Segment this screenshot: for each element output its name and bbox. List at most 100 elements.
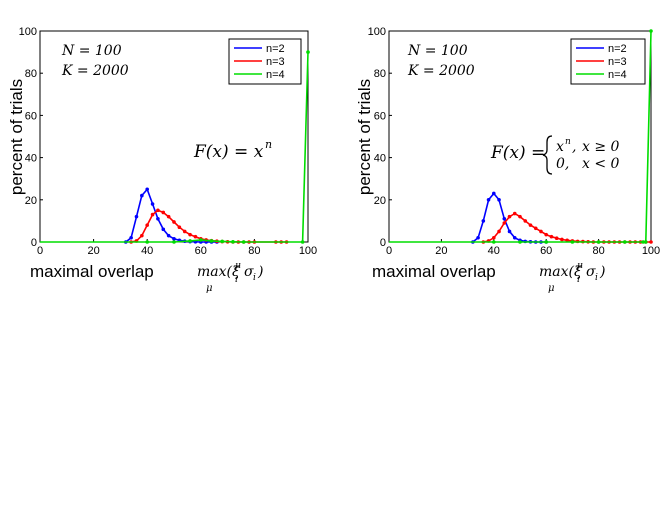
formula-exponent: n — [265, 138, 272, 151]
param-n: N = 100 — [61, 43, 122, 59]
data-point — [492, 240, 496, 244]
ticks: 0 20 40 60 80 100 0 20 40 60 80 100 — [19, 26, 318, 257]
data-point — [241, 240, 246, 244]
data-point — [166, 214, 171, 219]
data-point — [528, 223, 533, 227]
data-point — [518, 240, 522, 244]
data-point — [140, 193, 144, 198]
data-point — [523, 219, 528, 223]
x-tick-label: 80 — [248, 245, 260, 257]
data-point — [220, 239, 225, 244]
data-point — [497, 198, 501, 202]
data-point — [145, 240, 149, 244]
data-point — [476, 235, 480, 240]
y-axis-label: percent of trials — [7, 79, 26, 195]
data-point — [231, 239, 235, 244]
svg-text:σ: σ — [586, 264, 596, 280]
svg-text:x < 0: x < 0 — [582, 156, 620, 172]
data-point — [649, 29, 653, 33]
x-axis-label: maximal overlap — [372, 262, 496, 281]
data-point — [623, 240, 627, 244]
data-point — [188, 232, 192, 237]
legend: n=2n=3n=4 — [228, 38, 302, 85]
data-point — [649, 240, 653, 244]
series-group — [40, 50, 310, 244]
data-point — [209, 239, 214, 243]
y-tick-label: 80 — [374, 68, 386, 80]
data-point — [481, 219, 486, 223]
y-tick-label: 0 — [31, 237, 37, 249]
svg-text:x: x — [556, 139, 564, 155]
y-tick-label: 80 — [25, 68, 37, 80]
data-point — [544, 240, 548, 244]
data-point — [150, 202, 155, 206]
x-axis-math: max(ξ i μ σ i ) μ — [197, 261, 263, 294]
data-point — [502, 216, 507, 221]
svg-text:μ: μ — [577, 261, 583, 271]
data-point — [492, 235, 496, 240]
x-tick-label: 60 — [540, 245, 552, 257]
x-tick-label: 0 — [37, 245, 43, 257]
data-point — [643, 240, 648, 244]
data-point — [512, 211, 517, 216]
y-tick-label: 20 — [374, 195, 386, 207]
data-point — [596, 240, 601, 244]
x-tick-label: 20 — [435, 245, 447, 257]
svg-text:): ) — [257, 264, 263, 280]
svg-text:0,: 0, — [556, 156, 569, 172]
svg-text:F(x) =: F(x) = — [490, 143, 545, 163]
x-tick-label: 40 — [488, 245, 500, 257]
svg-text:,: , — [572, 139, 576, 155]
legend-label: n=2 — [266, 43, 285, 55]
param-k: K = 2000 — [61, 63, 129, 79]
x-tick-label: 100 — [642, 245, 660, 257]
data-point — [129, 235, 133, 240]
data-point — [172, 220, 176, 224]
data-point — [161, 210, 166, 215]
svg-text:i: i — [577, 275, 580, 285]
data-point — [156, 216, 160, 221]
series-group — [389, 29, 653, 244]
data-point — [134, 214, 139, 219]
data-point — [641, 240, 645, 244]
data-point — [507, 229, 512, 234]
data-point — [140, 233, 144, 238]
data-point — [554, 236, 559, 241]
legend-label: n=3 — [266, 56, 285, 68]
y-tick-label: 0 — [380, 237, 386, 249]
data-point — [560, 237, 564, 242]
data-point — [486, 198, 491, 202]
legend-label: n=4 — [608, 69, 627, 81]
svg-text:μ: μ — [548, 283, 555, 294]
formula: F(x) = x — [193, 142, 264, 162]
data-point — [300, 240, 305, 244]
data-point — [172, 237, 176, 241]
data-point — [533, 226, 538, 231]
svg-text:i: i — [595, 273, 598, 283]
param-n: N = 100 — [407, 43, 468, 59]
y-tick-label: 100 — [19, 26, 37, 38]
x-tick-label: 60 — [195, 245, 207, 257]
legend-label: n=3 — [608, 56, 627, 68]
y-tick-label: 100 — [368, 26, 386, 38]
x-tick-label: 80 — [592, 245, 604, 257]
x-axis-label: maximal overlap — [30, 262, 154, 281]
data-point — [193, 234, 198, 239]
svg-text:σ: σ — [244, 264, 254, 280]
x-tick-label: 20 — [87, 245, 99, 257]
data-point — [502, 221, 507, 225]
legend-label: n=4 — [266, 69, 285, 81]
data-point — [518, 214, 522, 219]
data-point — [306, 50, 310, 54]
y-tick-label: 60 — [374, 110, 386, 122]
data-point — [497, 229, 501, 234]
svg-text:): ) — [599, 264, 605, 280]
y-tick-label: 40 — [25, 153, 37, 165]
svg-text:max(ξ: max(ξ — [539, 264, 583, 280]
svg-text:μ: μ — [206, 283, 213, 294]
data-point — [145, 223, 149, 227]
data-point — [539, 229, 543, 234]
data-point — [188, 239, 192, 243]
svg-text:x ≥ 0: x ≥ 0 — [582, 139, 620, 155]
